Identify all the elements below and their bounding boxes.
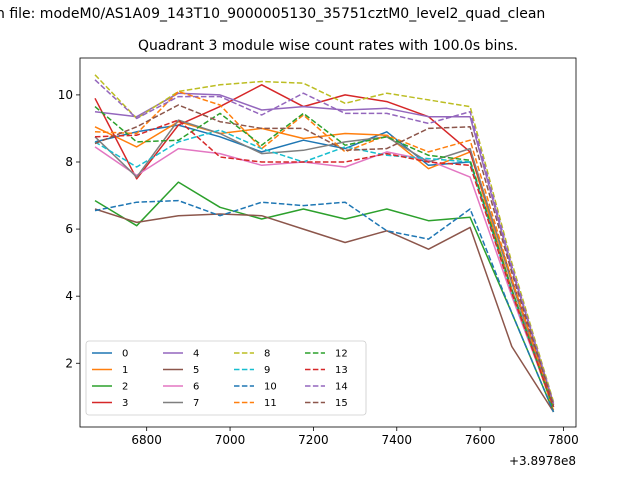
legend-label-4: 4: [193, 349, 199, 360]
legend-label-0: 0: [122, 349, 128, 360]
x-tick-label: 7200: [298, 433, 329, 447]
legend-frame: [85, 340, 367, 416]
legend-label-5: 5: [193, 365, 199, 376]
y-tick-label: 8: [65, 155, 73, 169]
x-tick-label: 7800: [548, 433, 579, 447]
series-line-15: [94, 104, 555, 406]
x-tick-label: 7400: [381, 433, 412, 447]
legend-label-7: 7: [193, 398, 199, 409]
x-tick-label: 7000: [215, 433, 246, 447]
legend-label-6: 6: [193, 382, 199, 393]
legend-label-8: 8: [264, 349, 270, 360]
legend-label-9: 9: [264, 365, 270, 376]
x-tick-label: 6800: [131, 433, 162, 447]
y-tick-label: 10: [58, 88, 73, 102]
y-tick-label: 6: [65, 222, 73, 236]
x-axis: 6800 7000 7200 7400 7600 7800: [131, 427, 579, 447]
series-line-8: [94, 74, 555, 403]
series-line-7: [94, 119, 555, 408]
chart-title: Quadrant 3 module wise count rates with …: [138, 38, 518, 54]
legend-label-13: 13: [335, 365, 348, 376]
series-layer: [94, 74, 555, 413]
series-line-6: [94, 146, 555, 408]
series-line-10: [94, 199, 555, 413]
legend-label-11: 11: [264, 398, 277, 409]
series-line-12: [94, 106, 555, 409]
legend-label-14: 14: [335, 382, 348, 393]
series-line-14: [94, 79, 555, 404]
legend-label-1: 1: [122, 365, 128, 376]
series-line-5: [94, 208, 555, 413]
y-tick-label: 2: [65, 356, 73, 370]
y-axis: 2 4 6 8 10: [58, 88, 80, 370]
series-line-13: [94, 119, 555, 408]
series-line-11: [94, 90, 555, 408]
axes-frame: [79, 57, 577, 428]
figure-suptitle: n file: modeM0/AS1A09_143T10_9000005130_…: [0, 6, 545, 22]
legend-label-2: 2: [122, 382, 128, 393]
x-tick-label: 7600: [465, 433, 496, 447]
legend-label-15: 15: [335, 398, 348, 409]
legend-label-10: 10: [264, 382, 277, 393]
series-line-4: [94, 92, 555, 404]
x-axis-offset-label: +3.8978e8: [509, 454, 576, 468]
y-tick-label: 4: [65, 289, 73, 303]
series-line-2: [94, 181, 555, 413]
series-line-9: [94, 129, 555, 408]
legend-label-3: 3: [122, 398, 128, 409]
legend-label-12: 12: [335, 349, 348, 360]
